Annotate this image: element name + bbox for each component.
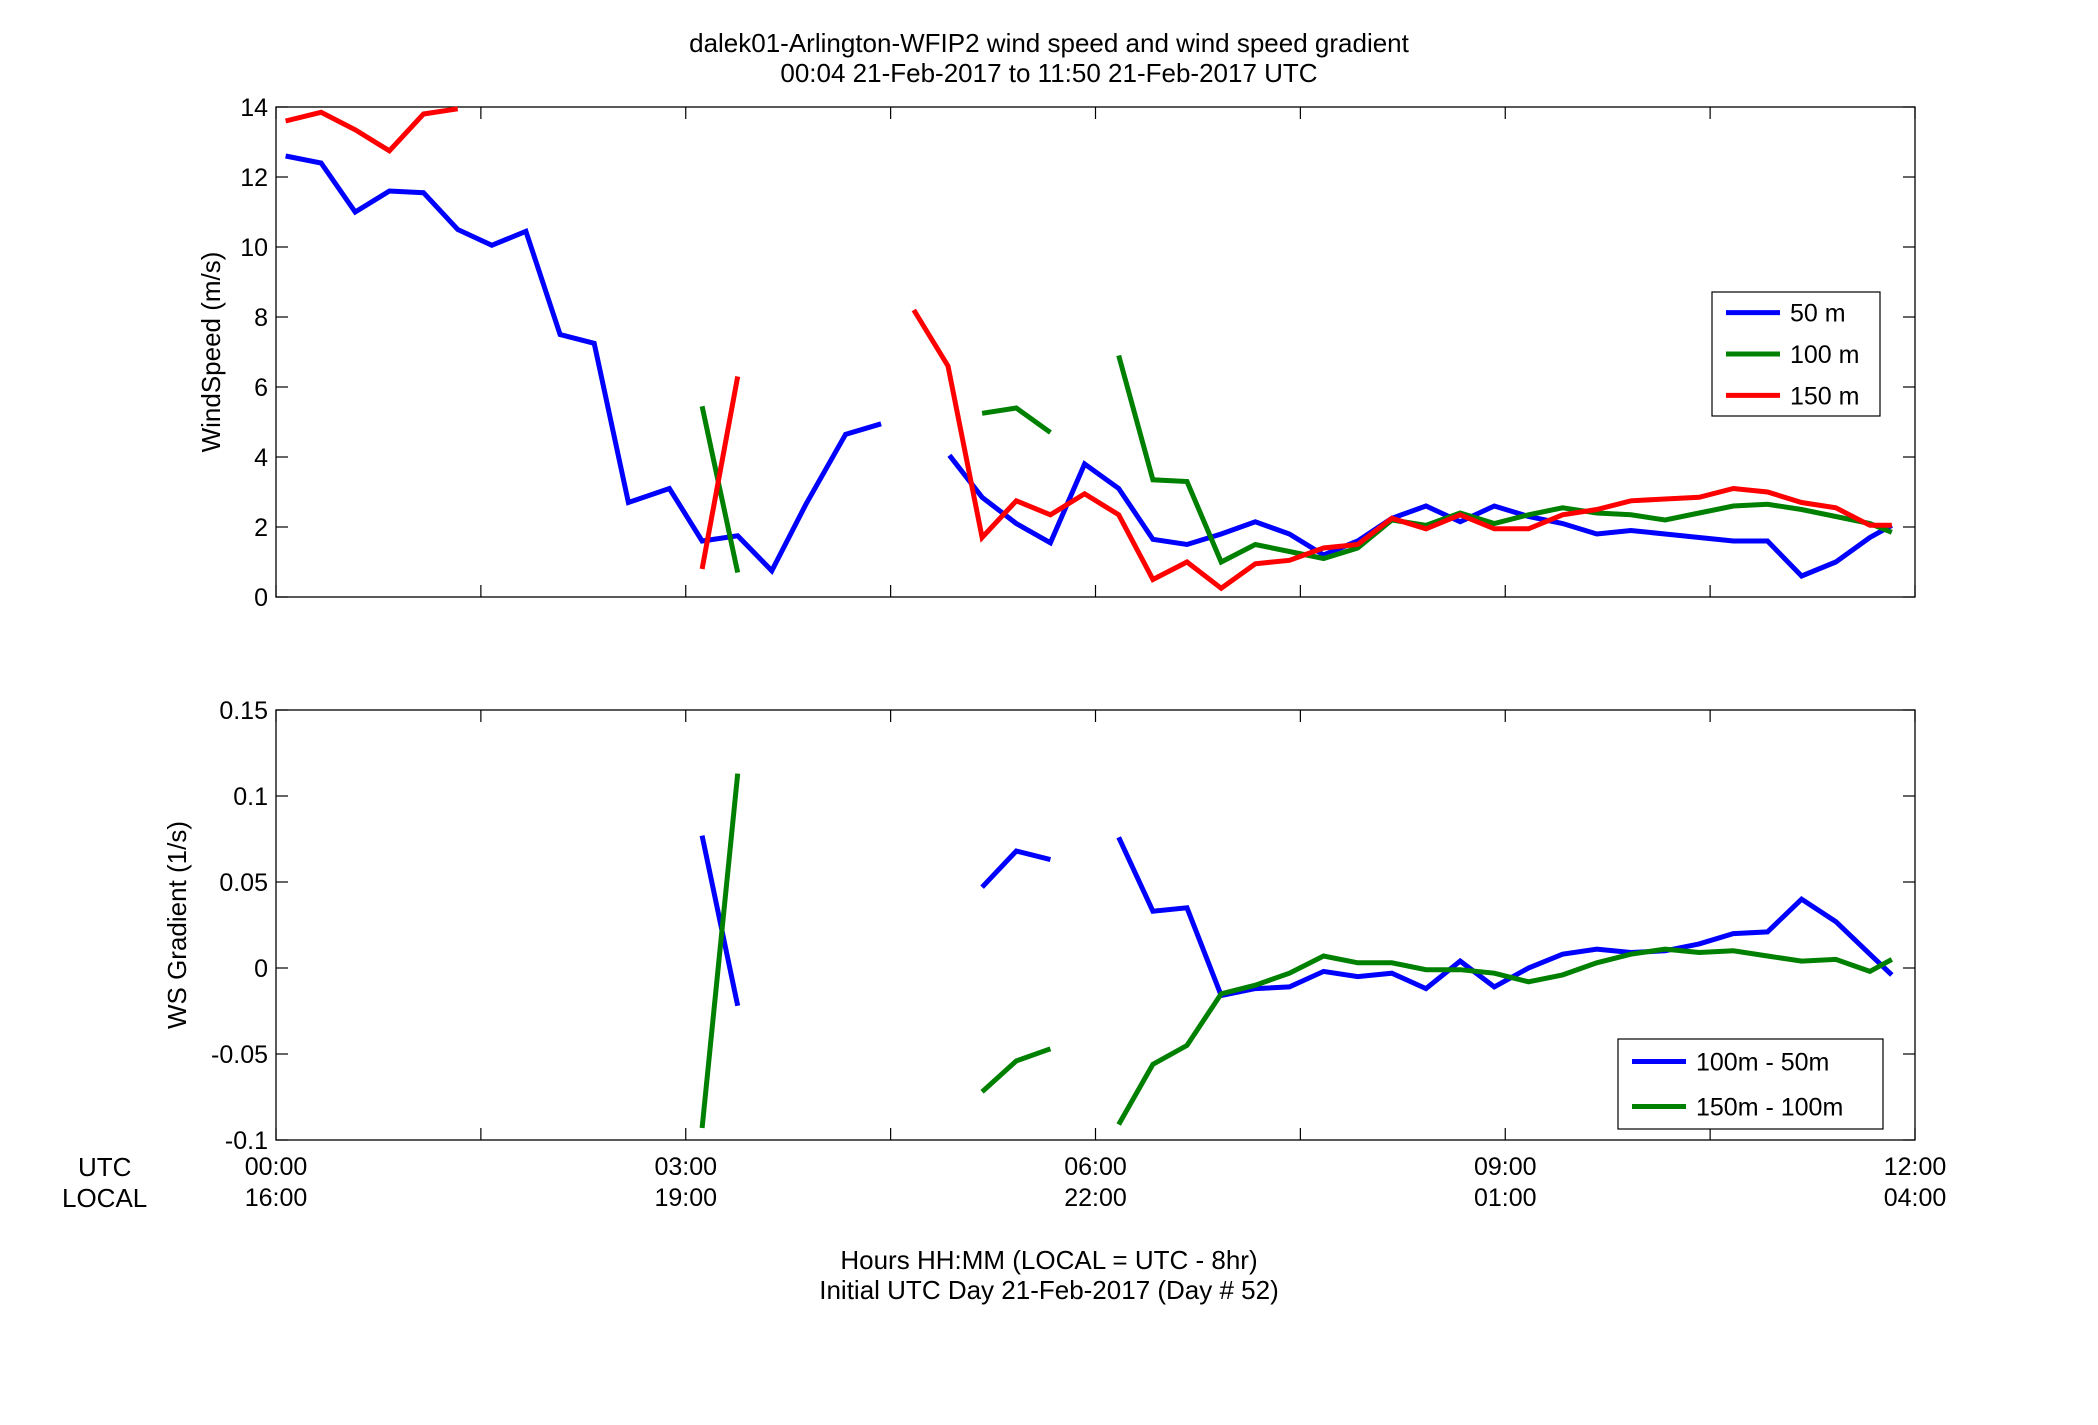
gradient-panel: -0.1 -0.05 0 0.05 0.1 0.15 WS Gradient (1/s) 10…	[162, 697, 1916, 1155]
xtick-label-utc: 09:00	[1474, 1153, 1537, 1181]
gradient-y-axis-label: WS Gradient (1/s)	[162, 821, 192, 1029]
windspeed-ytick-label: 10	[240, 234, 268, 262]
windspeed-series-150-m-line	[285, 106, 459, 155]
xtick-label-utc: 00:00	[245, 1153, 308, 1181]
windspeed-y-axis-label: WindSpeed (m/s)	[196, 252, 226, 453]
chart-title-line2: 00:04 21-Feb-2017 to 11:50 21-Feb-2017 U…	[780, 58, 1318, 88]
windspeed-legend-label: 50 m	[1790, 300, 1846, 328]
windspeed-series-100-m-line	[981, 405, 1052, 435]
windspeed-ytick-label: 8	[254, 304, 268, 332]
windspeed-panel: 0 2 4 6 8 10 12 14 WindSpeed (m/s) 50 m 100 m 150 m	[196, 94, 1916, 612]
gradient-legend-label: 150m - 100m	[1696, 1094, 1843, 1122]
x-axis-label-line2: Initial UTC Day 21-Feb-2017 (Day # 52)	[819, 1275, 1279, 1305]
xtick-label-local: 01:00	[1474, 1184, 1537, 1212]
gradient-ytick-label: 0.05	[219, 869, 268, 897]
xtick-label-utc: 03:00	[654, 1153, 717, 1181]
xtick-label-utc: 12:00	[1884, 1153, 1947, 1181]
gradient-ytick-label: 0.1	[233, 783, 268, 811]
gradient-ytick-label: 0.15	[219, 697, 268, 725]
windspeed-plot-area	[275, 106, 1916, 598]
windspeed-legend-label: 100 m	[1790, 341, 1859, 369]
windspeed-ytick-label: 14	[240, 94, 268, 122]
x-axis-label-line1: Hours HH:MM (LOCAL = UTC - 8hr)	[840, 1245, 1258, 1275]
windspeed-legend-label: 150 m	[1790, 382, 1859, 410]
gradient-series-100m-50m-line	[699, 835, 741, 1007]
utc-row-label: UTC	[78, 1152, 132, 1182]
windspeed-series-100-m-line	[699, 405, 741, 574]
windspeed-ytick-label: 12	[240, 164, 268, 192]
gradient-series-150m-100m-line	[980, 1046, 1052, 1094]
windspeed-series-50-m-line	[285, 153, 882, 576]
gradient-series-150m-100m-line	[699, 773, 741, 1129]
windspeed-series-150-m-line	[911, 308, 1892, 592]
xtick-label-local: 16:00	[245, 1184, 308, 1212]
xtick-label-local: 22:00	[1064, 1184, 1127, 1212]
windspeed-ytick-label: 0	[254, 584, 268, 612]
gradient-series-100m-50m-line	[980, 848, 1052, 889]
chart-title-line1: dalek01-Arlington-WFIP2 wind speed and w…	[689, 28, 1409, 58]
windspeed-ytick-label: 6	[254, 374, 268, 402]
windspeed-ytick-label: 2	[254, 514, 268, 542]
windspeed-ytick-label: 4	[254, 444, 268, 472]
gradient-ytick-label: -0.1	[225, 1127, 268, 1155]
gradient-ytick-label: -0.05	[211, 1041, 268, 1069]
xtick-label-utc: 06:00	[1064, 1153, 1127, 1181]
windspeed-series-150-m-line	[699, 376, 741, 570]
gradient-ytick-label: 0	[254, 955, 268, 983]
windspeed-series-100-m-line	[1116, 354, 1893, 566]
gradient-legend-label: 100m - 50m	[1696, 1049, 1829, 1077]
gradient-legend-box	[1617, 1038, 1884, 1130]
xtick-label-local: 19:00	[654, 1184, 717, 1212]
local-row-label: LOCAL	[62, 1183, 148, 1213]
xtick-label-local: 04:00	[1884, 1184, 1947, 1212]
windspeed-series-50-m-line	[947, 453, 1894, 579]
gradient-series-150m-100m-line	[1116, 946, 1894, 1126]
